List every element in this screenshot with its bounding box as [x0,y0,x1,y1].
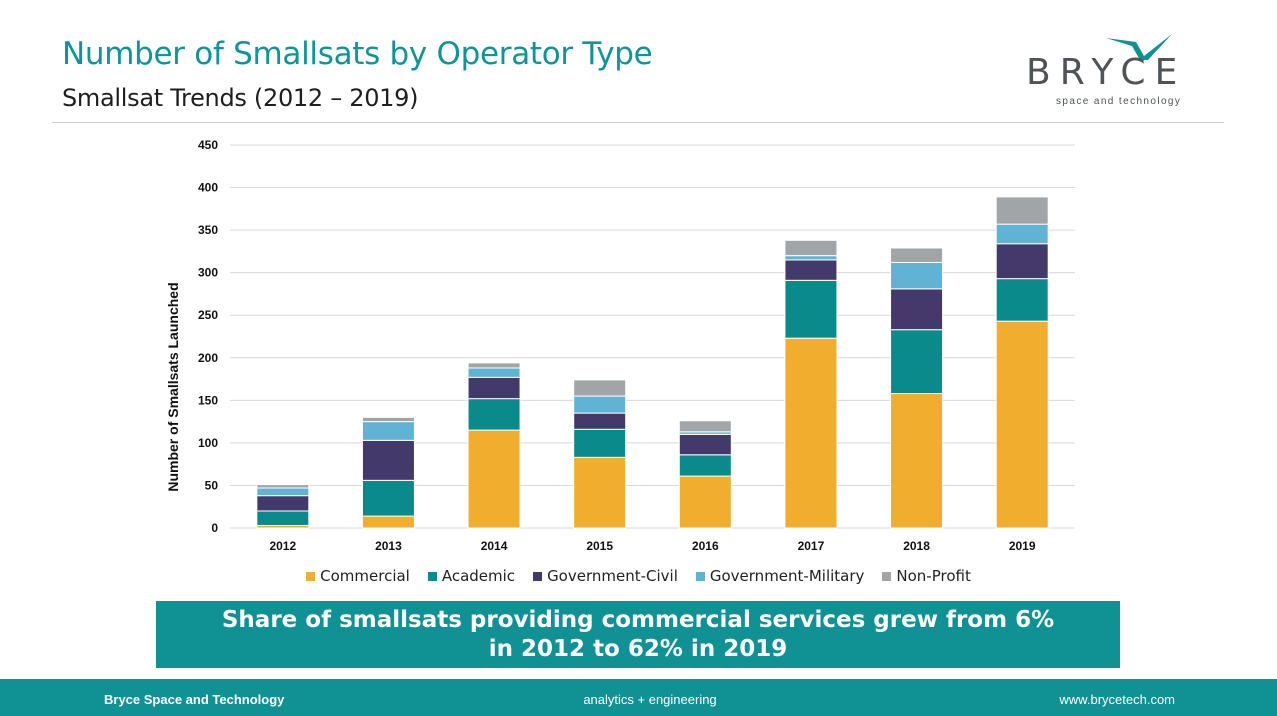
stacked-bar-chart: 0 50 100 150 200 250 300 350 400 450 2012 2013 2014… [165,138,1075,553]
bar-segment-government-military [995,223,1049,245]
y-tick-label: 50 [205,478,219,492]
chart-legend: Commercial Academic Government-Civil Gov… [0,567,1277,585]
bar-segment-government-military [256,487,310,497]
bar-segment-non-profit [784,239,838,257]
footer-bar: Bryce Space and Technology analytics + e… [0,679,1277,716]
y-tick-label: 400 [198,181,218,195]
legend-item-commercial: Commercial [306,567,410,585]
bar-segment-academic [678,454,732,477]
bar-segment-non-profit [995,196,1049,225]
bar-segment-government-civil [256,495,310,512]
bar-stack-2013 [361,416,415,529]
bar-segment-government-civil [678,433,732,456]
y-tick-label: 300 [198,266,218,280]
bar-segment-government-military [361,421,415,441]
bar-segment-commercial [678,475,732,529]
legend-swatch [882,571,892,581]
x-tick-label: 2015 [586,539,613,553]
page-subtitle: Smallsat Trends (2012 – 2019) [62,84,419,112]
legend-label: Government-Military [709,567,865,585]
callout-banner: Share of smallsats providing commercial … [156,601,1120,668]
legend-item-non-profit: Non-Profit [882,567,971,585]
bar-segment-commercial [995,320,1049,529]
legend-label: Non-Profit [896,567,971,585]
legend-item-government-military: Government-Military [695,567,865,585]
bar-segment-government-civil [784,259,838,281]
bar-stack-2015 [573,379,627,529]
bar-segment-commercial [890,393,944,529]
bar-stack-2016 [678,420,732,529]
bar-segment-commercial [467,429,521,529]
page-title: Number of Smallsats by Operator Type [62,36,653,72]
legend-label: Government-Civil [547,567,678,585]
x-tick-label: 2018 [903,539,930,553]
logo-chevron-icon [1106,34,1172,60]
y-tick-label: 100 [198,436,218,450]
bar-segment-non-profit [678,420,732,433]
legend-item-academic: Academic [427,567,516,585]
x-axis-ticks: 2012 2013 2014 2015 2016 2017 2018 2019 [269,539,1035,553]
grid-lines [230,144,1075,529]
callout-text: Share of smallsats providing commercial … [221,606,1055,662]
bar-segment-non-profit [361,416,415,423]
bar-segment-commercial [784,337,838,529]
x-tick-label: 2014 [481,539,508,553]
bar-segment-commercial [361,515,415,529]
bar-segment-academic [995,278,1049,322]
bar-segment-non-profit [256,484,310,489]
x-tick-label: 2016 [692,539,719,553]
footer-company: Bryce Space and Technology [104,692,285,707]
logo-tagline: space and technology [1056,96,1182,107]
x-tick-label: 2012 [269,539,296,553]
bar-stack-2018 [890,247,944,529]
logo-wordmark: BRYCE [1026,52,1187,93]
bar-segment-government-military [573,395,627,414]
bar-segment-academic [890,329,944,395]
x-tick-label: 2019 [1009,539,1036,553]
bar-segment-non-profit [573,379,627,397]
y-tick-label: 0 [211,521,218,535]
y-tick-label: 150 [198,393,218,407]
header-divider [52,122,1224,123]
bar-segment-government-civil [573,412,627,430]
y-axis-label: Number of Smallsats Launched [165,282,181,491]
legend-label: Academic [441,567,516,585]
legend-swatch [533,571,543,581]
y-axis-ticks: 0 50 100 150 200 250 300 350 400 450 [198,138,218,535]
bar-segment-academic [361,479,415,517]
footer-website: www.brycetech.com [1059,692,1175,707]
legend-item-government-civil: Government-Civil [533,567,678,585]
y-tick-label: 450 [198,138,218,152]
y-tick-label: 200 [198,351,218,365]
bar-segment-government-civil [995,243,1049,280]
bar-segment-government-civil [890,288,944,331]
bar-segment-academic [256,510,310,526]
legend-swatch [427,571,437,581]
footer-tagline: analytics + engineering [583,692,717,707]
legend-swatch [306,571,316,581]
bar-segment-non-profit [890,247,944,263]
bar-segment-government-military [467,367,521,378]
bar-segment-non-profit [467,362,521,369]
y-tick-label: 350 [198,223,218,237]
bar-stacks [256,196,1049,529]
legend-label: Commercial [320,567,410,585]
bar-segment-commercial [573,456,627,529]
x-tick-label: 2013 [375,539,402,553]
bar-segment-academic [784,279,838,339]
bar-segment-government-military [890,261,944,290]
bar-segment-government-military [784,255,838,261]
y-tick-label: 250 [198,308,218,322]
bar-stack-2019 [995,196,1049,529]
bar-segment-government-civil [361,439,415,481]
legend-swatch [695,571,705,581]
bar-stack-2014 [467,362,521,529]
bar-segment-academic [573,428,627,458]
bar-stack-2017 [784,239,838,529]
bar-segment-academic [467,398,521,431]
bar-segment-government-civil [467,376,521,400]
x-tick-label: 2017 [798,539,825,553]
bryce-logo: BRYCE space and technology [1020,30,1230,112]
bar-stack-2012 [256,484,310,529]
